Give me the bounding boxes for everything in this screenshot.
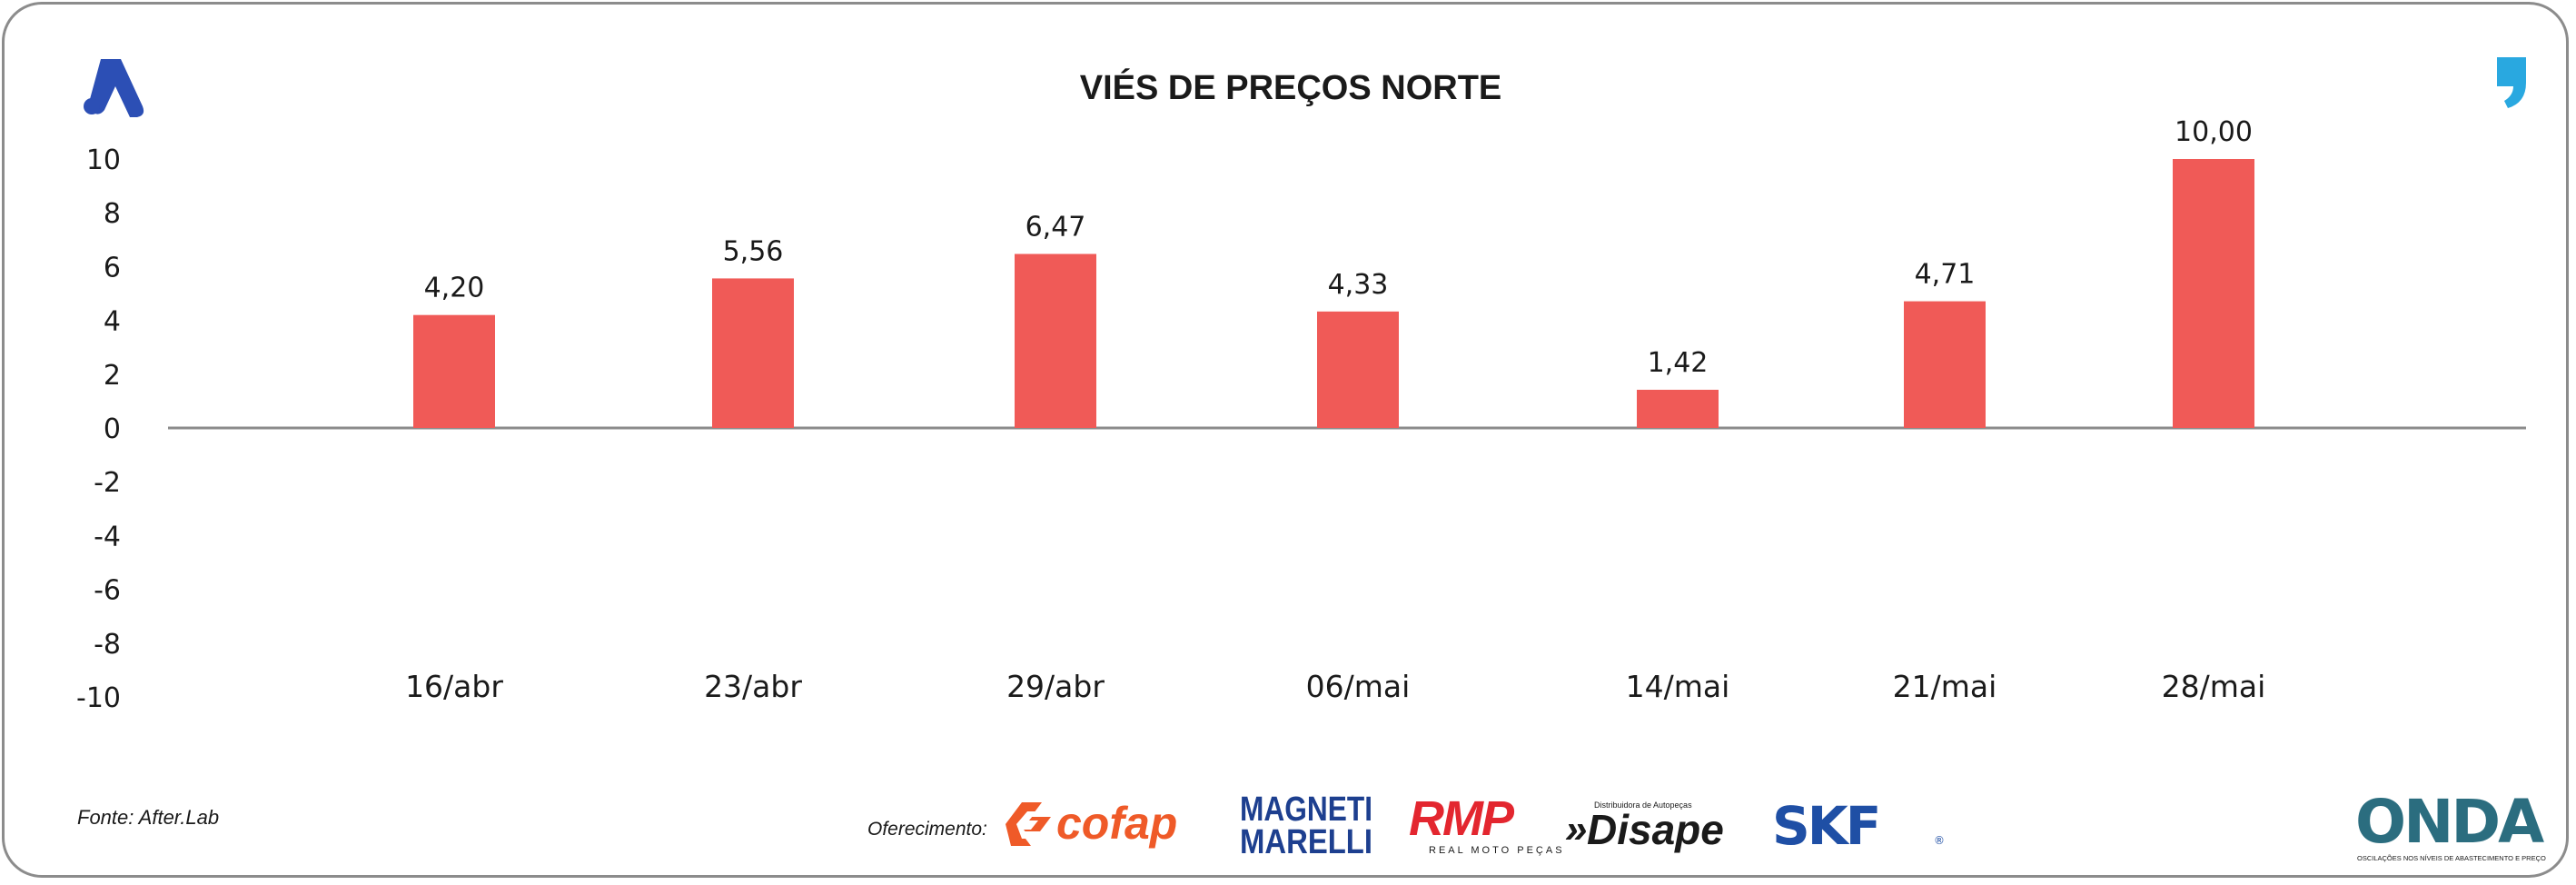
bar [1015, 254, 1096, 428]
svg-text:®: ® [1934, 834, 1945, 847]
svg-text:cofap: cofap [1056, 798, 1177, 849]
sponsor-label: Oferecimento: [867, 819, 987, 840]
bar [2173, 159, 2254, 428]
svg-text:ONDA: ONDA [2355, 787, 2544, 857]
svg-text:»: » [1565, 807, 1587, 851]
x-tick-label: 06/mai [1306, 669, 1411, 704]
y-tick-label: 4 [104, 306, 121, 338]
svg-text:REAL MOTO PEÇAS: REAL MOTO PEÇAS [1429, 845, 1565, 856]
y-tick-label: -4 [94, 521, 121, 552]
svg-text:RMP: RMP [1409, 791, 1515, 846]
bars [413, 159, 2254, 428]
data-labels: 4,20 5,56 6,47 4,33 1,42 4,71 10,00 [424, 116, 2253, 379]
svg-text:OSCILAÇÕES NOS NÍVEIS DE ABAST: OSCILAÇÕES NOS NÍVEIS DE ABASTECIMENTO E… [2357, 854, 2546, 862]
y-tick-label: -6 [94, 575, 121, 607]
chart-title: VIÉS DE PREÇOS NORTE [1080, 67, 1502, 107]
data-label: 1,42 [1648, 347, 1709, 379]
skf-logo: SKF ® [1772, 795, 1945, 857]
x-axis: 16/abr 23/abr 29/abr 06/mai 14/mai 21/mai 28/m… [405, 669, 2265, 704]
y-axis: 10 8 6 4 2 0 -2 -4 -6 -8 -10 [76, 144, 121, 714]
a-logo-icon [84, 59, 144, 117]
x-tick-label: 16/abr [405, 669, 503, 704]
bar [712, 278, 794, 428]
y-tick-label: 6 [104, 252, 121, 283]
x-tick-label: 29/abr [1006, 669, 1105, 704]
quote-mark-icon [2497, 57, 2526, 108]
x-tick-label: 28/mai [2162, 669, 2266, 704]
disape-logo: Distribuidora de Autopeças » Disape [1565, 800, 1724, 853]
y-tick-label: 2 [104, 360, 121, 392]
x-tick-label: 14/mai [1626, 669, 1730, 704]
data-label: 4,20 [424, 273, 485, 304]
y-tick-label: 0 [104, 413, 121, 445]
bar [1904, 301, 1986, 428]
data-label: 5,56 [723, 235, 784, 267]
data-label: 10,00 [2175, 116, 2253, 148]
bar [1317, 311, 1399, 428]
x-tick-label: 21/mai [1893, 669, 1997, 704]
source-note: Fonte: After.Lab [77, 806, 219, 829]
x-tick-label: 23/abr [704, 669, 802, 704]
bar [413, 314, 495, 428]
rmp-logo: RMP REAL MOTO PEÇAS [1409, 791, 1565, 856]
cofap-logo: cofap [1006, 798, 1177, 849]
data-label: 6,47 [1025, 211, 1086, 243]
svg-text:Distribuidora de Autopeças: Distribuidora de Autopeças [1594, 800, 1692, 810]
data-label: 4,71 [1915, 259, 1976, 291]
svg-text:SKF: SKF [1772, 795, 1878, 857]
svg-text:Disape: Disape [1587, 806, 1724, 853]
magneti-marelli-logo: MAGNETI MARELLI [1240, 791, 1372, 861]
bar [1637, 389, 1719, 428]
onda-logo: ONDA OSCILAÇÕES NOS NÍVEIS DE ABASTECIME… [2355, 787, 2547, 862]
y-tick-label: -8 [94, 629, 121, 661]
y-tick-label: 10 [86, 144, 121, 176]
data-label: 4,33 [1328, 269, 1389, 301]
bar-chart: VIÉS DE PREÇOS NORTE 1086420-2-4-6-8-10 … [76, 57, 2547, 862]
y-tick-label: 8 [104, 198, 121, 230]
y-tick-label: -10 [76, 682, 121, 714]
y-tick-label: -2 [94, 467, 121, 499]
